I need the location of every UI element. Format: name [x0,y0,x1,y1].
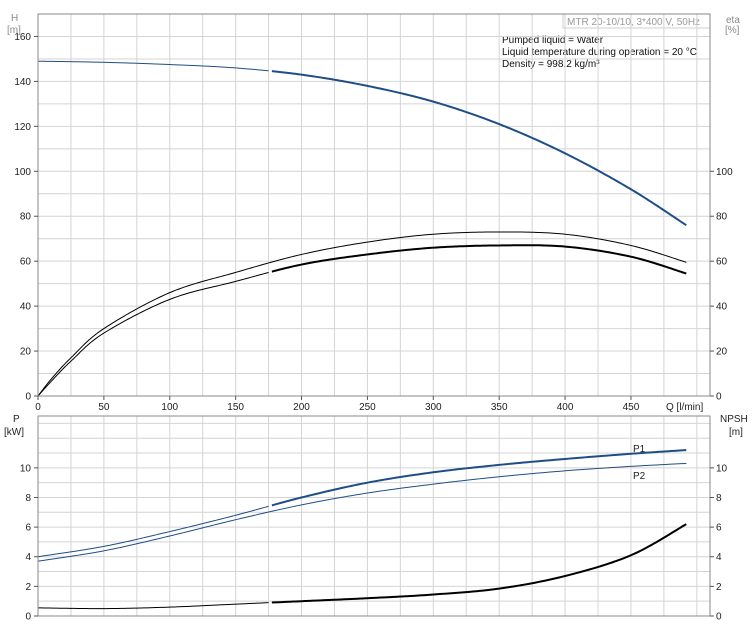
x-tick-label: 450 [623,402,640,413]
curve-npsh-thin [37,602,269,610]
info-line-3: Density = 998.2 kg/m³ [502,59,600,70]
y-right-tick-label: 4 [716,552,722,563]
curve-h-bold [271,70,687,227]
y-right-tick-label: 20 [716,347,728,358]
npsh-axis-label: NPSH [720,414,748,425]
h-axis-unit: [m] [7,25,21,36]
y-right-tick-label: 2 [716,582,722,593]
y-left-tick-label: 140 [14,77,31,88]
curve-eta-thin-thin [37,231,687,397]
y-left-tick-label: 6 [25,523,31,534]
curve-eta-bold-thin [37,271,269,397]
y-left-tick-label: 120 [14,122,31,133]
curve-eta-bold-bold [271,244,687,275]
y-left-tick-label: 40 [20,302,32,313]
y-left-tick-label: 80 [20,212,32,223]
curve-p2-thin [37,462,687,562]
y-left-tick-label: 8 [25,493,31,504]
npsh-axis-unit: [m] [729,427,743,438]
chart-title: MTR 20-10/10, 3*400 V, 50Hz [567,17,700,28]
y-right-tick-label: 100 [716,167,733,178]
plot-frame [37,13,711,397]
y-right-tick-label: 80 [716,212,728,223]
y-right-tick-label: 8 [716,493,722,504]
y-left-tick-label: 160 [14,32,31,43]
y-right-tick-label: 0 [716,392,722,403]
y-left-tick-label: 100 [14,167,31,178]
p-axis-label: P [13,414,20,425]
y-right-tick-label: 0 [716,612,722,623]
y-right-tick-label: 60 [716,257,728,268]
p-axis-unit: [kW] [4,427,24,438]
series-label-p2: P2 [633,471,646,482]
h-axis-label: H [11,13,18,24]
curve-npsh-bold [271,523,687,604]
q-axis-label: Q [l/min] [666,402,703,413]
curve-p1-bold [271,449,687,507]
y-left-tick-label: 4 [25,552,31,563]
y-left-tick-label: 0 [25,612,31,623]
series-label-p1: P1 [633,444,646,455]
x-tick-label: 300 [425,402,442,413]
info-line-2: Liquid temperature during operation = 20… [502,47,697,58]
x-tick-label: 100 [161,402,178,413]
y-right-tick-label: 40 [716,302,728,313]
eta-axis-unit: [%] [725,25,740,36]
curve-p1-thin [37,505,269,558]
y-left-tick-label: 10 [20,463,32,474]
y-left-tick-label: 2 [25,582,31,593]
x-tick-label: 200 [293,402,310,413]
x-tick-label: 150 [227,402,244,413]
y-left-tick-label: 20 [20,347,32,358]
y-right-tick-label: 10 [716,463,728,474]
curve-h-thin [37,60,269,72]
x-tick-label: 50 [98,402,110,413]
x-tick-label: 350 [491,402,508,413]
x-tick-label: 400 [557,402,574,413]
y-left-tick-label: 60 [20,257,32,268]
y-left-tick-label: 0 [25,392,31,403]
info-line-1: Pumped liquid = Water [502,35,604,46]
y-right-tick-label: 6 [716,523,722,534]
x-tick-label: 0 [35,402,41,413]
eta-axis-label: eta [726,15,740,26]
plot-frame [37,415,711,617]
x-tick-label: 250 [359,402,376,413]
